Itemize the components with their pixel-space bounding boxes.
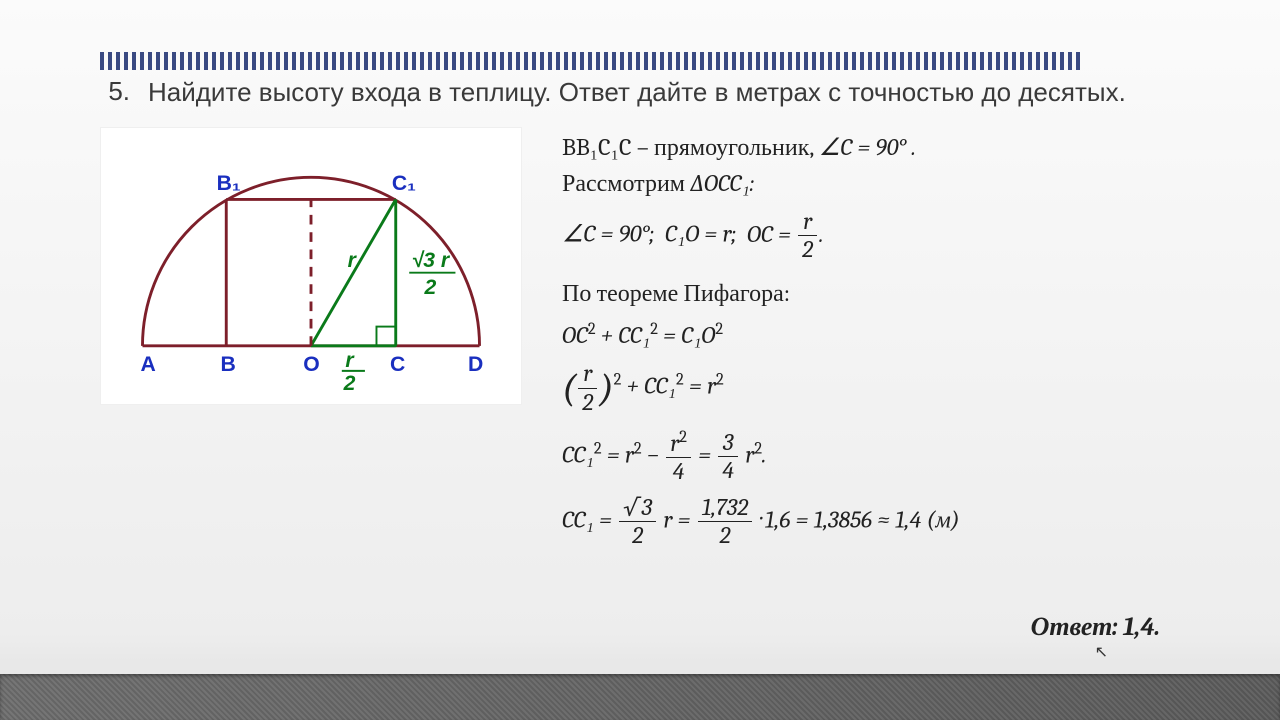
den: 2 bbox=[619, 522, 656, 548]
math: ∠C = 90°; bbox=[562, 220, 654, 248]
sol-eq-4: CC₁ = √32 r = 1,7322 · 1,6 = 1,3856 ≈ 1,… bbox=[562, 495, 960, 548]
figure-svg: ABOCDB₁C₁rr2√3 r2 bbox=[111, 134, 511, 394]
math: C₁O bbox=[681, 321, 715, 349]
svg-text:A: A bbox=[141, 352, 156, 375]
txt: BB₁C₁C – прямоугольник, bbox=[562, 133, 819, 161]
slide: 5. Найдите высоту входа в теплицу. Ответ… bbox=[0, 0, 1280, 720]
txt: Рассмотрим bbox=[562, 169, 690, 197]
den: 2 bbox=[798, 236, 817, 262]
num: r bbox=[670, 429, 679, 457]
den: 2 bbox=[578, 389, 597, 415]
den: 2 bbox=[698, 522, 753, 548]
answer-text: Ответ: 1,4. bbox=[1031, 612, 1160, 642]
svg-text:r: r bbox=[345, 349, 355, 372]
sol-eq-3: CC₁2 = r2 − r24 = 34 r2. bbox=[562, 429, 960, 484]
math: CC₁ bbox=[644, 372, 676, 400]
sol-line-3: ∠C = 90°; C₁O = r; OC = r2. bbox=[562, 209, 960, 262]
svg-text:√3 r: √3 r bbox=[412, 248, 451, 271]
sol-eq-1: OC2 + CC₁2 = C₁O2 bbox=[562, 319, 960, 351]
math: r bbox=[707, 372, 716, 400]
math: ∆OCC₁: bbox=[690, 169, 754, 197]
num: r bbox=[578, 361, 597, 388]
sol-line-1: BB₁C₁C – прямоугольник, ∠C = 90° . bbox=[562, 131, 960, 163]
svg-text:B: B bbox=[220, 352, 235, 375]
footer-strip bbox=[0, 674, 1280, 720]
sol-eq-2: (r2)2 + CC₁2 = r2 bbox=[562, 361, 960, 415]
den: 4 bbox=[718, 457, 738, 483]
svg-text:B₁: B₁ bbox=[217, 171, 241, 194]
math: r bbox=[722, 220, 731, 248]
sol-line-2: Рассмотрим ∆OCC₁: bbox=[562, 167, 960, 199]
math: OC bbox=[562, 321, 588, 349]
svg-text:2: 2 bbox=[343, 372, 356, 394]
math: CC₁ bbox=[618, 321, 650, 349]
geometry-figure: ABOCDB₁C₁rr2√3 r2 bbox=[100, 127, 522, 405]
num: √3 bbox=[619, 495, 656, 522]
question-number: 5. bbox=[100, 76, 130, 107]
math: CC₁ bbox=[562, 505, 594, 533]
cursor-icon: ↖ bbox=[1095, 642, 1108, 662]
den: 4 bbox=[666, 458, 691, 484]
val: 1,4 bbox=[895, 505, 921, 533]
svg-text:2: 2 bbox=[424, 275, 437, 298]
math: OC bbox=[747, 220, 773, 248]
svg-text:C: C bbox=[390, 352, 405, 375]
sol-line-4: По теореме Пифагора: bbox=[562, 277, 960, 309]
val: 1,6 bbox=[765, 505, 790, 533]
num: 3 bbox=[718, 430, 738, 457]
hatch-rule bbox=[100, 52, 1080, 70]
math: ∠C = 90° . bbox=[819, 133, 916, 161]
val: 1,3856 bbox=[814, 505, 872, 533]
num: 1,732 bbox=[698, 495, 753, 522]
question-text: Найдите высоту входа в теплицу. Ответ да… bbox=[148, 76, 1126, 109]
svg-text:D: D bbox=[468, 352, 483, 375]
solution-text: BB₁C₁C – прямоугольник, ∠C = 90° . Рассм… bbox=[562, 127, 960, 558]
svg-text:C₁: C₁ bbox=[392, 171, 416, 194]
math: C₁O bbox=[665, 220, 699, 248]
content-area: ABOCDB₁C₁rr2√3 r2 BB₁C₁C – прямоугольник… bbox=[100, 127, 1180, 558]
unit: (м) bbox=[927, 505, 960, 533]
svg-text:O: O bbox=[303, 352, 319, 375]
num: r bbox=[798, 209, 817, 236]
math: CC₁ bbox=[562, 441, 594, 469]
question-row: 5. Найдите высоту входа в теплицу. Ответ… bbox=[100, 76, 1180, 109]
